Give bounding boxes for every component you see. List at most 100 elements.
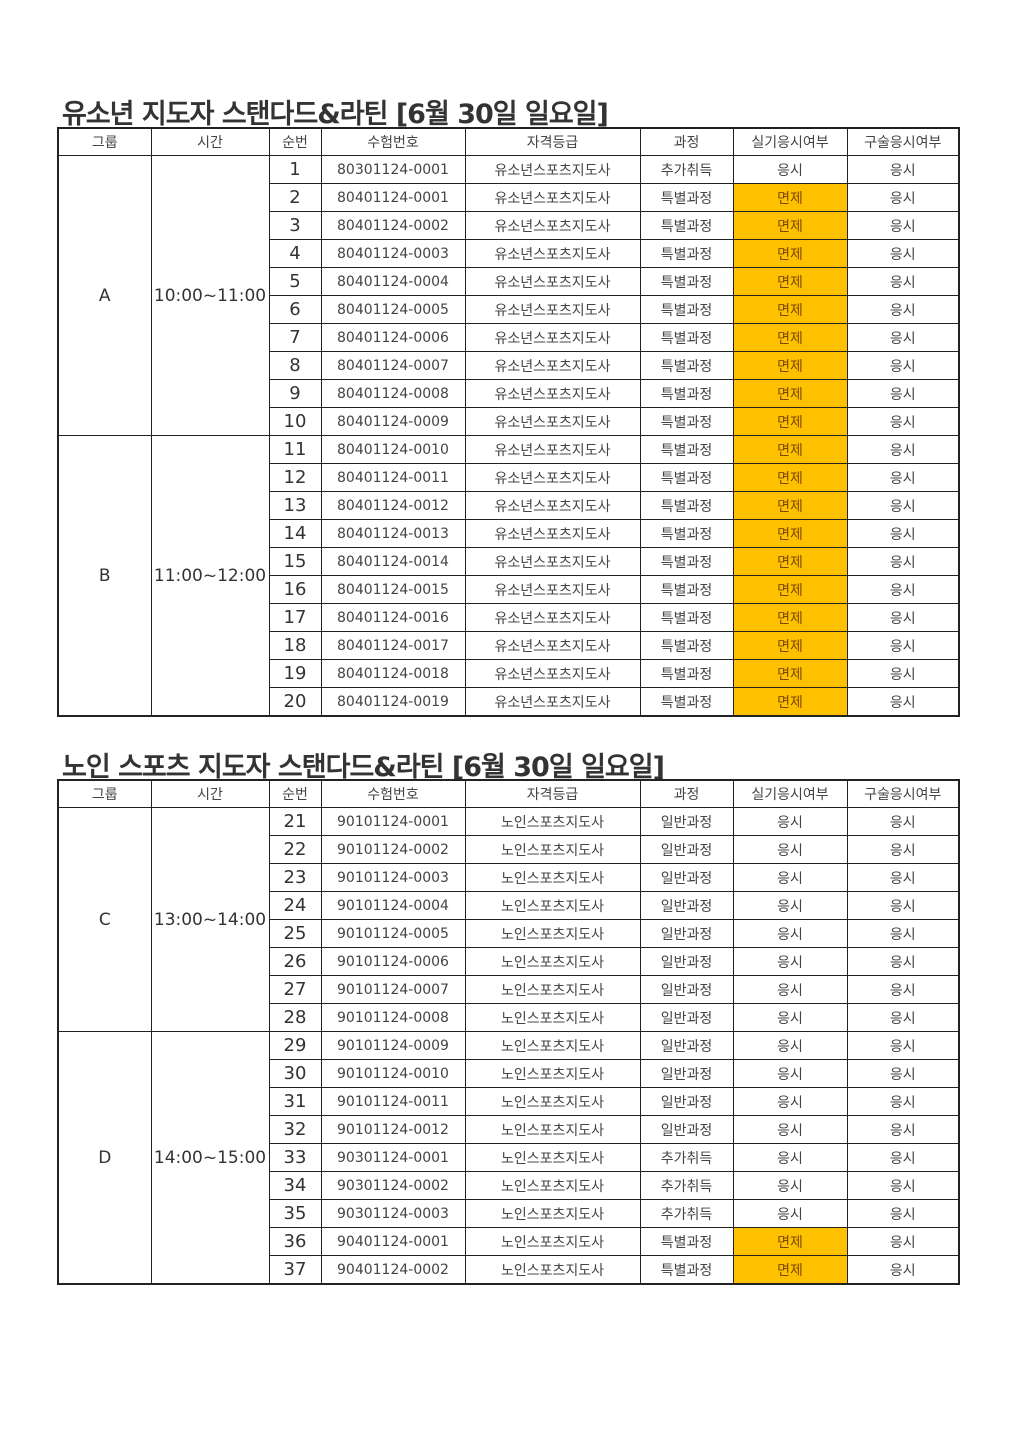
- table-row: 15 80401124-0014 유소년스포츠지도사 특별과정 면제 응시: [58, 547, 960, 576]
- exam-number: 80401124-0001: [320, 183, 466, 212]
- qualification: 노인스포츠지도사: [464, 1143, 641, 1172]
- course: 일반과정: [639, 919, 734, 948]
- sequence-number: 10: [268, 407, 322, 436]
- column-header: 그룹: [57, 127, 152, 156]
- course: 특별과정: [639, 575, 734, 604]
- qualification: 노인스포츠지도사: [464, 835, 641, 864]
- qualification: 노인스포츠지도사: [464, 1227, 641, 1256]
- sequence-number: 14: [268, 519, 322, 548]
- table-row: A 10:00~11:00 1 80301124-0001 유소년스포츠지도사 추가취득 응…: [57, 155, 960, 436]
- table-row: 25 90101124-0005 노인스포츠지도사 일반과정 응시 응시: [58, 919, 960, 948]
- course: 특별과정: [639, 491, 734, 520]
- course: 특별과정: [639, 239, 734, 268]
- column-header: 시간: [150, 127, 270, 156]
- sequence-number: 28: [268, 1003, 322, 1032]
- oral-status: 응시: [846, 807, 960, 836]
- time-cell: 14:00~15:00: [150, 1031, 270, 1285]
- practical-status: 면제: [732, 519, 848, 548]
- course: 특별과정: [639, 519, 734, 548]
- course: 특별과정: [639, 295, 734, 324]
- exam-number: 80401124-0006: [320, 323, 466, 352]
- course: 특별과정: [639, 1255, 734, 1285]
- course: 특별과정: [639, 631, 734, 660]
- column-header: 실기응시여부: [732, 779, 848, 808]
- oral-status: 응시: [846, 1227, 960, 1256]
- column-header: 시간: [150, 779, 270, 808]
- qualification: 노인스포츠지도사: [464, 947, 641, 976]
- group-cell: D: [57, 1031, 152, 1285]
- table-row: D 14:00~15:00 29 90101124-0009 노인스포츠지도사 일반과정 응…: [57, 1031, 960, 1285]
- qualification: 유소년스포츠지도사: [464, 239, 641, 268]
- exam-number: 80401124-0010: [320, 435, 466, 464]
- table-row: 12 80401124-0011 유소년스포츠지도사 특별과정 면제 응시: [58, 463, 960, 492]
- oral-status: 응시: [846, 547, 960, 576]
- practical-status: 응시: [732, 947, 848, 976]
- sequence-number: 29: [268, 1031, 322, 1060]
- practical-status: 면제: [732, 379, 848, 408]
- qualification: 노인스포츠지도사: [464, 1087, 641, 1116]
- exam-number: 80401124-0002: [320, 211, 466, 240]
- column-header: 수험번호: [320, 127, 466, 156]
- practical-status: 면제: [732, 547, 848, 576]
- table-row: 18 80401124-0017 유소년스포츠지도사 특별과정 면제 응시: [58, 631, 960, 660]
- oral-status: 응시: [846, 631, 960, 660]
- qualification: 유소년스포츠지도사: [464, 491, 641, 520]
- oral-status: 응시: [846, 1059, 960, 1088]
- qualification: 노인스포츠지도사: [464, 891, 641, 920]
- oral-status: 응시: [846, 267, 960, 296]
- practical-status: 면제: [732, 463, 848, 492]
- exam-number: 90401124-0001: [320, 1227, 466, 1256]
- practical-status: 응시: [732, 863, 848, 892]
- qualification: 유소년스포츠지도사: [464, 631, 641, 660]
- practical-status: 응시: [732, 1059, 848, 1088]
- practical-status: 응시: [732, 1171, 848, 1200]
- sequence-number: 27: [268, 975, 322, 1004]
- sequence-number: 18: [268, 631, 322, 660]
- column-header: 구술응시여부: [846, 127, 960, 156]
- course: 특별과정: [639, 603, 734, 632]
- table-row: 19 80401124-0018 유소년스포츠지도사 특별과정 면제 응시: [58, 659, 960, 688]
- course: 일반과정: [639, 835, 734, 864]
- qualification: 유소년스포츠지도사: [464, 603, 641, 632]
- table-row: 22 90101124-0002 노인스포츠지도사 일반과정 응시 응시: [58, 835, 960, 864]
- qualification: 유소년스포츠지도사: [464, 323, 641, 352]
- oral-status: 응시: [846, 435, 960, 464]
- practical-status: 면제: [732, 1255, 848, 1285]
- exam-number: 80401124-0014: [320, 547, 466, 576]
- table-row: 16 80401124-0015 유소년스포츠지도사 특별과정 면제 응시: [58, 575, 960, 604]
- qualification: 유소년스포츠지도사: [464, 155, 641, 184]
- oral-status: 응시: [846, 323, 960, 352]
- table-row: 37 90401124-0002 노인스포츠지도사 특별과정 면제 응시: [58, 1255, 960, 1285]
- practical-status: 응시: [732, 1031, 848, 1060]
- sequence-number: 5: [268, 267, 322, 296]
- exam-number: 90101124-0006: [320, 947, 466, 976]
- exam-number: 80401124-0019: [320, 687, 466, 717]
- table-row: 32 90101124-0012 노인스포츠지도사 일반과정 응시 응시: [58, 1115, 960, 1144]
- table-row: 34 90301124-0002 노인스포츠지도사 추가취득 응시 응시: [58, 1171, 960, 1200]
- sequence-number: 16: [268, 575, 322, 604]
- exam-number: 90101124-0004: [320, 891, 466, 920]
- practical-status: 응시: [732, 155, 848, 184]
- practical-status: 면제: [732, 687, 848, 717]
- course: 특별과정: [639, 183, 734, 212]
- table-row: 17 80401124-0016 유소년스포츠지도사 특별과정 면제 응시: [58, 603, 960, 632]
- table-row: 9 80401124-0008 유소년스포츠지도사 특별과정 면제 응시: [58, 379, 960, 408]
- practical-status: 응시: [732, 919, 848, 948]
- exam-number: 90101124-0005: [320, 919, 466, 948]
- qualification: 노인스포츠지도사: [464, 863, 641, 892]
- table-row: 26 90101124-0006 노인스포츠지도사 일반과정 응시 응시: [58, 947, 960, 976]
- sequence-number: 4: [268, 239, 322, 268]
- sequence-number: 22: [268, 835, 322, 864]
- course: 일반과정: [639, 1031, 734, 1060]
- oral-status: 응시: [846, 211, 960, 240]
- column-header: 순번: [268, 779, 322, 808]
- oral-status: 응시: [846, 1143, 960, 1172]
- exam-number: 80401124-0011: [320, 463, 466, 492]
- oral-status: 응시: [846, 239, 960, 268]
- exam-number: 80401124-0013: [320, 519, 466, 548]
- time-cell: 10:00~11:00: [150, 155, 270, 436]
- oral-status: 응시: [846, 1171, 960, 1200]
- qualification: 유소년스포츠지도사: [464, 295, 641, 324]
- column-header: 자격등급: [464, 127, 641, 156]
- course: 특별과정: [639, 323, 734, 352]
